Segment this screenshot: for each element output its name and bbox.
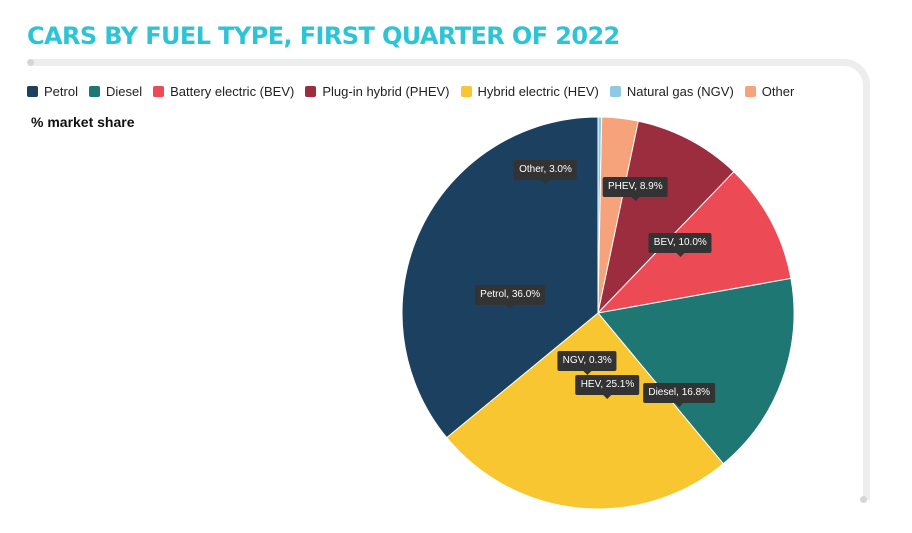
legend-swatch (153, 86, 165, 97)
pie-slice-petrol[interactable] (401, 116, 599, 439)
legend-item-hev[interactable]: Hybrid electric (HEV) (460, 84, 599, 99)
legend-swatch (609, 86, 621, 97)
legend-label: Petrol (44, 84, 78, 99)
chart-subtitle: % market share (31, 114, 135, 130)
legend-swatch (27, 86, 38, 97)
data-label-bev: BEV, 10.0% (648, 232, 712, 257)
pie-slice-diesel[interactable] (597, 277, 795, 465)
legend-label: Battery electric (BEV) (170, 84, 295, 99)
data-label-hev: HEV, 25.1% (575, 374, 640, 399)
legend-item-ngv[interactable]: Natural gas (NGV) (609, 84, 734, 99)
legend-swatch (88, 86, 100, 97)
data-label-ngv: NGV, 0.3% (557, 350, 617, 375)
data-label-diesel: Diesel, 16.8% (643, 383, 716, 408)
legend-swatch (460, 86, 472, 97)
legend-swatch (744, 86, 756, 97)
chart-legend: Petrol Diesel Battery electric (BEV) Plu… (27, 84, 805, 99)
data-label-petrol: Petrol, 36.0% (475, 284, 546, 309)
legend-label: Plug-in hybrid (PHEV) (322, 84, 450, 99)
data-label-other: Other, 3.0% (514, 159, 577, 184)
legend-label: Hybrid electric (HEV) (477, 84, 599, 99)
legend-label: Diesel (105, 84, 143, 99)
pie-slice-phev[interactable] (597, 120, 735, 315)
legend-label: Natural gas (NGV) (626, 84, 734, 99)
legend-item-phev[interactable]: Plug-in hybrid (PHEV) (305, 84, 450, 99)
legend-swatch (305, 86, 317, 97)
chart-title: CARS BY FUEL TYPE, FIRST QUARTER OF 2022 (27, 22, 620, 50)
legend-item-petrol[interactable]: Petrol (27, 84, 78, 99)
data-label-phev: PHEV, 8.9% (602, 177, 668, 202)
legend-item-diesel[interactable]: Diesel (88, 84, 143, 99)
legend-label: Other (761, 84, 795, 99)
legend-item-other[interactable]: Other (744, 84, 795, 99)
pie-slice-hev[interactable] (445, 312, 725, 510)
legend-item-bev[interactable]: Battery electric (BEV) (153, 84, 294, 99)
